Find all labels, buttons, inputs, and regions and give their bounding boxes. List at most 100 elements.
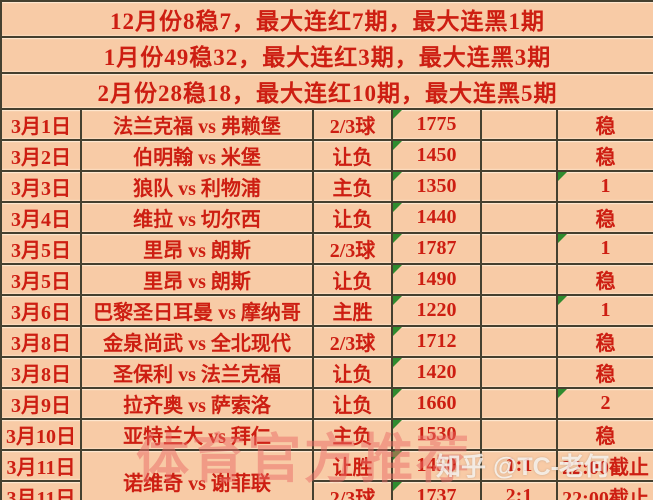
odds-value: 1787: [416, 237, 457, 259]
table-row: 3月8日 圣保利 vs 法兰克福 让负 1420 稳: [0, 356, 653, 389]
score-cell: [480, 356, 558, 389]
summary-text: 12月份8稳7，最大连红7期，最大连黑1期: [0, 0, 653, 38]
odds-value: 1450: [416, 454, 457, 476]
warning-triangle-icon: [394, 142, 402, 150]
result-cell: 稳: [555, 108, 653, 141]
match-cell: 拉齐奥 vs 萨索洛: [80, 387, 314, 420]
warning-triangle-icon: [394, 297, 402, 305]
table-row: 3月5日 里昂 vs 朗斯 2/3球 1787 1: [0, 232, 653, 265]
score-cell: [480, 232, 558, 265]
bet-type-cell: 主负: [312, 170, 393, 203]
score-cell: [480, 263, 558, 296]
odds-value: 1220: [416, 299, 457, 321]
match-cell: 法兰克福 vs 弗赖堡: [80, 108, 314, 141]
date-cell: 3月8日: [0, 356, 82, 389]
odds-cell: 1450: [391, 139, 482, 172]
table-row: 3月11日 诺维奇 vs 谢菲联 让胜 1450 1:1 22:00截止: [0, 449, 653, 500]
score-cell: [480, 201, 558, 234]
date-cell: 3月11日: [0, 480, 82, 500]
match-cell: 狼队 vs 利物浦: [80, 170, 314, 203]
result-value: 稳: [595, 271, 616, 293]
odds-value: 1490: [416, 268, 457, 290]
date-cell: 3月5日: [0, 232, 82, 265]
match-cell: 圣保利 vs 法兰克福: [80, 356, 314, 389]
bet-type-cell: 让负: [312, 139, 393, 172]
odds-value: 1440: [416, 206, 457, 228]
odds-cell: 1660: [391, 387, 482, 420]
warning-triangle-icon: [394, 328, 402, 336]
match-cell: 里昂 vs 朗斯: [80, 263, 314, 296]
result-cell: 1: [555, 170, 653, 203]
result-cell: 稳: [555, 418, 653, 451]
odds-value: 1737: [416, 485, 457, 500]
result-value: 1: [600, 237, 611, 259]
result-value: 稳: [595, 147, 616, 169]
warning-triangle-icon: [394, 266, 402, 274]
match-cell: 维拉 vs 切尔西: [80, 201, 314, 234]
odds-cell: 1775: [391, 108, 482, 141]
odds-cell: 1350: [391, 170, 482, 203]
table-row: 3月3日 狼队 vs 利物浦 主负 1350 1: [0, 170, 653, 203]
warning-triangle-icon: [559, 297, 567, 305]
table-row: 3月10日 亚特兰大 vs 拜仁 主负 1530 稳: [0, 418, 653, 451]
result-cell: 稳: [555, 356, 653, 389]
warning-triangle-icon: [394, 111, 402, 119]
result-value: 稳: [595, 116, 616, 138]
bet-type-cell: 主胜: [312, 294, 393, 327]
result-value: 稳: [595, 333, 616, 355]
warning-triangle-icon: [394, 359, 402, 367]
date-cell: 3月2日: [0, 139, 82, 172]
result-value: 22:00截止: [562, 457, 649, 479]
match-cell-merged: 诺维奇 vs 谢菲联: [80, 449, 314, 500]
result-value: 2: [600, 392, 611, 414]
odds-value: 1450: [416, 144, 457, 166]
score-cell: [480, 170, 558, 203]
warning-triangle-icon: [559, 235, 567, 243]
bet-type-cell: 让负: [312, 387, 393, 420]
result-cell: 稳: [555, 201, 653, 234]
bet-type-cell: 让负: [312, 201, 393, 234]
table-row: 3月4日 维拉 vs 切尔西 让负 1440 稳: [0, 201, 653, 234]
score-cell: [480, 139, 558, 172]
odds-cell: 1712: [391, 325, 482, 358]
summary-text: 2月份28稳18，最大连红10期，最大连黑5期: [0, 72, 653, 110]
odds-value: 1350: [416, 175, 457, 197]
date-cell: 3月8日: [0, 325, 82, 358]
bet-type-cell: 让负: [312, 263, 393, 296]
bet-type-cell: 2/3球: [312, 108, 393, 141]
warning-triangle-icon: [394, 483, 402, 491]
warning-triangle-icon: [394, 173, 402, 181]
date-cell: 3月9日: [0, 387, 82, 420]
result-value: 稳: [595, 364, 616, 386]
odds-cell: 1420: [391, 356, 482, 389]
match-cell: 伯明翰 vs 米堡: [80, 139, 314, 172]
table-row: 3月2日 伯明翰 vs 米堡 让负 1450 稳: [0, 139, 653, 172]
warning-triangle-icon: [394, 390, 402, 398]
bet-type-cell: 主负: [312, 418, 393, 451]
warning-triangle-icon: [394, 235, 402, 243]
bet-type-cell: 让胜: [312, 449, 393, 482]
odds-value: 1530: [416, 423, 457, 445]
warning-triangle-icon: [394, 204, 402, 212]
warning-triangle-icon: [559, 390, 567, 398]
match-cell: 亚特兰大 vs 拜仁: [80, 418, 314, 451]
match-cell: 金泉尚武 vs 全北现代: [80, 325, 314, 358]
score-cell: 1:1: [480, 449, 558, 482]
summary-row-january: 1月份49稳32，最大连红3期，最大连黑3期: [0, 36, 653, 74]
result-cell: 稳: [555, 325, 653, 358]
result-value: 1: [600, 175, 611, 197]
bet-type-cell: 2/3球: [312, 480, 393, 500]
match-cell: 里昂 vs 朗斯: [80, 232, 314, 265]
warning-triangle-icon: [394, 452, 402, 460]
bet-type-cell: 2/3球: [312, 325, 393, 358]
summary-row-december: 12月份8稳7，最大连红7期，最大连黑1期: [0, 0, 653, 38]
odds-cell: 1490: [391, 263, 482, 296]
bet-type-cell: 让负: [312, 356, 393, 389]
bet-type-cell: 2/3球: [312, 232, 393, 265]
table-row: 3月11日 2/3球 1737 2:1 22:00截止: [0, 480, 653, 500]
odds-value: 1775: [416, 113, 457, 135]
table-row: 3月6日 巴黎圣日耳曼 vs 摩纳哥 主胜 1220 1: [0, 294, 653, 327]
result-cell: 稳: [555, 263, 653, 296]
